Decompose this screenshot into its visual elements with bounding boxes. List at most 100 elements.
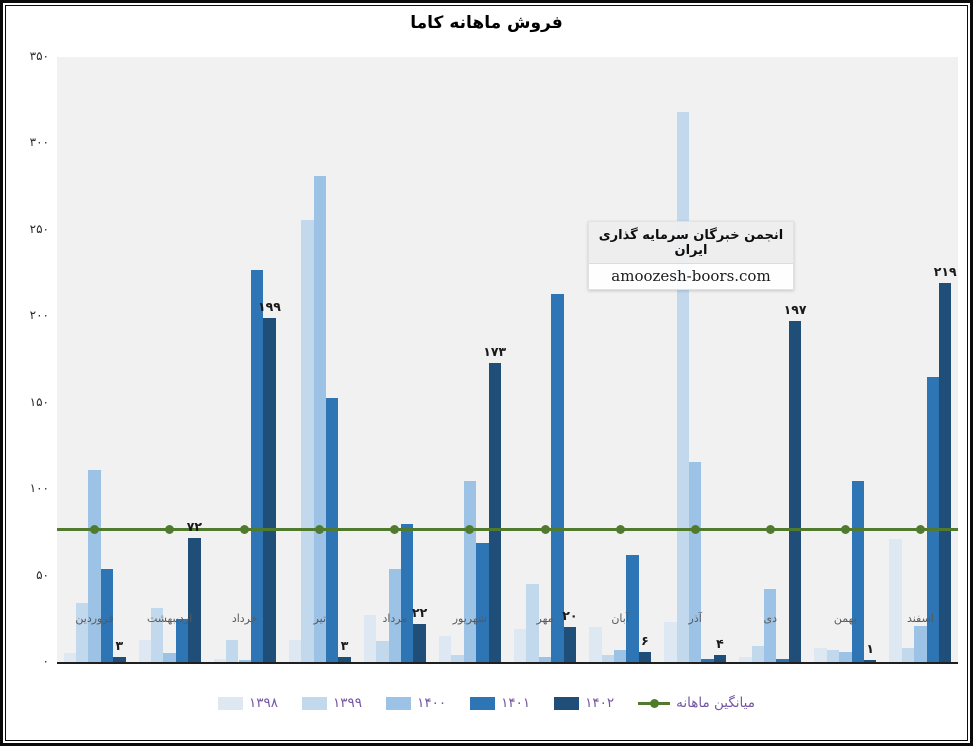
x-axis-month-label: بهمن <box>833 612 857 625</box>
bar-۱۳۹۸-اسفند <box>889 539 902 662</box>
watermark-domain: amoozesh-boors.com <box>589 264 793 289</box>
bar-۱۳۹۸-فروردین <box>63 653 76 662</box>
bar-۱۴۰۰-تیر <box>313 176 326 662</box>
bar-۱۴۰۱-اسفند <box>926 376 940 662</box>
data-label: ۳ <box>340 637 349 653</box>
average-line-dot <box>690 525 700 535</box>
x-axis-month-label: فروردین <box>75 612 114 625</box>
legend-line-marker-icon <box>638 698 671 708</box>
bar-۱۳۹۸-اردیبهشت <box>138 639 152 662</box>
legend-swatch-icon <box>218 696 244 710</box>
data-label: ۱ <box>866 641 874 657</box>
legend: ۱۳۹۸ ۱۳۹۹ ۱۴۰۰ ۱۴۰۱ ۱۴۰۲ میانگین ماهانه <box>0 695 973 711</box>
x-axis-month-label: شهریور <box>452 612 488 625</box>
legend-label: ۱۴۰۲ <box>585 695 615 711</box>
legend-item-۱۴۰۱: ۱۴۰۱ <box>470 695 530 711</box>
bar-۱۳۹۹-مهر <box>526 584 539 662</box>
bar-۱۴۰۰-فروردین <box>88 470 101 662</box>
data-label: ۲۱۹ <box>933 264 957 280</box>
bar-۱۳۹۹-خرداد <box>226 639 239 662</box>
plot-area: ۳ ۷۲ ۱۹۹ ۳ ۲۲ ۱۷۳ ۲۰ ۶ ۴ ۱۹۷ ۱ ۲۱۹ <box>57 57 958 664</box>
data-label: ۴ <box>716 636 724 652</box>
bar-۱۳۹۸-خرداد <box>213 658 227 662</box>
bar-۱۴۰۲-آبان <box>638 651 652 662</box>
bar-۱۴۰۰-مرداد <box>388 568 402 662</box>
bar-۱۴۰۱-آذر <box>701 658 714 662</box>
legend-label: ۱۳۹۹ <box>333 695 363 711</box>
bar-۱۴۰۱-دی <box>776 658 789 662</box>
bar-۱۴۰۰-آذر <box>689 461 702 662</box>
legend-label: ۱۳۹۸ <box>249 695 279 711</box>
y-axis-tick-label: ۲۰۰ <box>29 308 49 323</box>
bar-۱۴۰۰-اسفند <box>914 625 927 662</box>
bar-۱۳۹۹-آذر <box>676 112 689 662</box>
bar-۱۴۰۱-اردیبهشت <box>175 618 189 662</box>
bar-۱۴۰۲-شهریور <box>488 362 501 662</box>
watermark: انجمن خبرگان سرمایه گذاری ایران amoozesh… <box>588 221 794 290</box>
average-line-dot <box>240 525 250 535</box>
legend-item-۱۴۰۲: ۱۴۰۲ <box>554 695 614 711</box>
bar-۱۴۰۰-اردیبهشت <box>163 653 176 662</box>
bar-۱۳۹۹-مرداد <box>376 641 389 662</box>
data-label: ۷۲ <box>186 518 203 534</box>
bar-۱۳۹۸-شهریور <box>438 636 452 662</box>
bar-۱۴۰۲-دی <box>788 321 802 662</box>
legend-item-۱۳۹۹: ۱۳۹۹ <box>302 695 362 711</box>
average-line-dot <box>840 525 850 535</box>
average-line-dot <box>390 525 400 535</box>
bar-۱۴۰۲-مهر <box>563 627 577 662</box>
y-axis-tick-label: ۳۵۰ <box>29 49 49 63</box>
bar-۱۴۰۰-آبان <box>613 649 627 662</box>
legend-label: ۱۴۰۱ <box>501 695 531 711</box>
bar-۱۳۹۹-اسفند <box>901 648 915 662</box>
y-axis-tick-label: ۵۰ <box>36 567 49 582</box>
average-line-dot <box>615 525 625 535</box>
average-line-dot <box>315 525 325 535</box>
y-axis-tick-label: ۱۰۰ <box>29 481 49 496</box>
data-label: ۲۰ <box>562 608 578 624</box>
bar-۱۴۰۲-تیر <box>338 656 351 662</box>
legend-item-۱۴۰۰: ۱۴۰۰ <box>386 695 446 711</box>
legend-line-dot-icon <box>650 698 660 708</box>
legend-item-average: میانگین ماهانه <box>638 695 755 711</box>
x-axis-month-label: اردیبهشت <box>146 612 193 625</box>
bar-۱۳۹۹-شهریور <box>451 655 464 662</box>
bar-۱۳۹۹-تیر <box>301 219 314 662</box>
bar-۱۴۰۲-بهمن <box>863 660 877 662</box>
legend-swatch-icon <box>554 696 580 710</box>
legend-swatch-icon <box>302 696 328 710</box>
average-line-dot <box>540 525 550 535</box>
watermark-title: انجمن خبرگان سرمایه گذاری ایران <box>589 222 793 264</box>
chart-title: فروش ماهانه کاما <box>410 13 563 33</box>
bar-۱۴۰۲-آذر <box>713 655 727 662</box>
legend-item-۱۳۹۸: ۱۳۹۸ <box>218 695 278 711</box>
data-label: ۶ <box>641 632 649 648</box>
bar-۱۴۰۰-مهر <box>538 656 552 662</box>
legend-swatch-icon <box>386 696 412 710</box>
x-axis-month-label: مهر <box>536 612 554 625</box>
x-axis-month-label: مرداد <box>382 612 408 625</box>
bar-۱۴۰۱-مهر <box>551 293 564 662</box>
x-axis-month-label: آذر <box>688 612 702 625</box>
bar-۱۴۰۰-بهمن <box>839 651 852 662</box>
data-label: ۱۹۷ <box>783 302 807 318</box>
y-axis-tick-label: ۲۵۰ <box>29 221 49 236</box>
bar-۱۴۰۱-مرداد <box>401 523 414 662</box>
y-axis-tick-label: ۱۵۰ <box>29 394 49 409</box>
legend-label: ۱۴۰۰ <box>417 695 447 711</box>
bar-۱۴۰۲-مرداد <box>413 623 426 662</box>
bar-۱۳۹۸-تیر <box>288 639 302 662</box>
bar-۱۴۰۲-خرداد <box>263 318 276 662</box>
bar-۱۴۰۲-اردیبهشت <box>188 537 201 662</box>
bar-۱۴۰۰-شهریور <box>463 480 477 662</box>
bar-۱۳۹۸-دی <box>739 656 752 662</box>
average-line-dot <box>765 525 775 535</box>
data-label: ۱۹۹ <box>258 299 281 315</box>
data-label: ۲۲ <box>412 604 428 620</box>
bar-۱۳۹۹-فروردین <box>75 603 89 662</box>
average-line <box>57 528 958 532</box>
bar-۱۳۹۹-آبان <box>601 655 614 662</box>
y-axis-tick-label: ۳۰۰ <box>29 135 49 150</box>
